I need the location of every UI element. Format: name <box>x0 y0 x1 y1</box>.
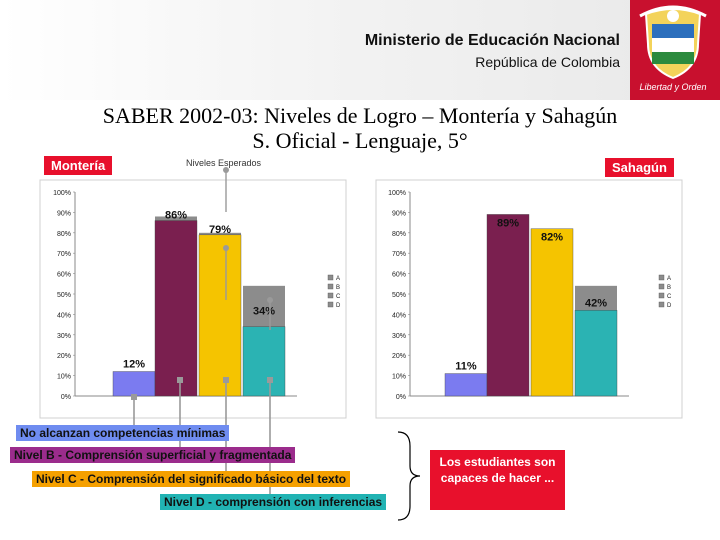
conclusion-box: Los estudiantes son capaces de hacer ... <box>430 450 565 510</box>
y-tick-sahagun: 30% <box>392 333 406 340</box>
legend-swatch-sahagun-A <box>658 274 665 281</box>
value-label-monteria-B: 86% <box>165 210 187 222</box>
legend-swatch-monteria-B <box>327 283 334 290</box>
legend-swatch-sahagun-D <box>658 301 665 308</box>
y-tick-sahagun: 50% <box>392 292 406 299</box>
y-tick-sahagun: 60% <box>392 272 406 279</box>
bar-sahagun-D <box>574 310 618 397</box>
page-title: SABER 2002-03: Niveles de Logro – Monter… <box>0 103 720 153</box>
y-tick-monteria: 100% <box>53 190 71 197</box>
level-label-d: Nivel D - comprensión con inferencias <box>160 494 387 510</box>
legend-swatch-sahagun-C <box>658 292 665 299</box>
legend-swatch-monteria-A <box>327 274 334 281</box>
bar-monteria-A <box>112 371 156 397</box>
y-tick-monteria: 60% <box>57 272 71 279</box>
value-label-sahagun-D: 42% <box>585 297 607 309</box>
expected-node-1 <box>223 245 229 251</box>
bar-sahagun-C <box>530 228 574 397</box>
y-tick-monteria: 90% <box>57 210 71 217</box>
y-tick-monteria: 20% <box>57 353 71 360</box>
city-label-right: Sahagún <box>605 158 674 177</box>
header-banner: Ministerio de Educación Nacional Repúbli… <box>0 0 720 100</box>
y-tick-monteria: 10% <box>57 374 71 381</box>
y-tick-sahagun: 40% <box>392 312 406 319</box>
title-line-2: S. Oficial - Lenguaje, 5° <box>252 128 468 153</box>
value-label-monteria-A: 12% <box>123 359 145 371</box>
seal-motto: Libertad y Orden <box>639 82 706 92</box>
y-tick-monteria: 40% <box>57 312 71 319</box>
value-label-sahagun-C: 82% <box>541 232 563 244</box>
y-tick-monteria: 80% <box>57 231 71 238</box>
y-tick-sahagun: 80% <box>392 231 406 238</box>
bar-sahagun-A <box>444 373 488 397</box>
value-label-sahagun-A: 11% <box>455 361 477 373</box>
legend-text-monteria-C: C <box>336 294 341 300</box>
expected-node-2 <box>267 297 273 303</box>
legend-swatch-monteria-C <box>327 292 334 299</box>
value-label-sahagun-B: 89% <box>497 217 519 229</box>
legend-text-sahagun-D: D <box>667 303 672 309</box>
y-tick-monteria: 50% <box>57 292 71 299</box>
legend-text-sahagun-C: C <box>667 294 672 300</box>
y-tick-sahagun: 0% <box>396 394 406 401</box>
y-tick-monteria: 70% <box>57 251 71 258</box>
ministry-title: Ministerio de Educación Nacional <box>364 32 620 49</box>
legend-swatch-sahagun-B <box>658 283 665 290</box>
y-tick-sahagun: 100% <box>388 190 406 197</box>
bar-monteria-C <box>198 234 242 397</box>
level-label-a: No alcanzan competencias mínimas <box>16 425 230 441</box>
y-tick-monteria: 30% <box>57 333 71 340</box>
legend-text-monteria-D: D <box>336 303 341 309</box>
republic-subtitle: República de Colombia <box>475 54 620 70</box>
colombia-seal-icon: Libertad y Orden <box>639 5 707 92</box>
legend-text-monteria-A: A <box>336 276 340 282</box>
value-label-monteria-D: 34% <box>253 306 275 318</box>
y-tick-sahagun: 70% <box>392 251 406 258</box>
level-label-c: Nivel C - Comprensión del significado bá… <box>32 471 351 487</box>
y-tick-monteria: 0% <box>61 394 71 401</box>
legend-text-sahagun-B: B <box>667 285 671 291</box>
bar-monteria-D <box>242 326 286 397</box>
bar-sahagun-B <box>486 214 530 397</box>
connector-node-3 <box>267 377 273 383</box>
city-label-left: Montería <box>44 156 113 175</box>
title-line-1: SABER 2002-03: Niveles de Logro – Monter… <box>102 103 618 128</box>
bar-monteria-B <box>154 220 198 397</box>
y-tick-sahagun: 20% <box>392 353 406 360</box>
connector-node-0 <box>131 394 137 400</box>
legend-text-sahagun-A: A <box>667 276 671 282</box>
connector-node-1 <box>177 377 183 383</box>
level-label-b: Nivel B - Comprensión superficial y frag… <box>10 447 296 463</box>
y-tick-sahagun: 10% <box>392 374 406 381</box>
connector-node-2 <box>223 377 229 383</box>
expected-connector <box>225 170 271 330</box>
legend-swatch-monteria-D <box>327 301 334 308</box>
expected-node-0 <box>223 167 229 173</box>
legend-text-monteria-B: B <box>336 285 340 291</box>
expected-levels-label: Niveles Esperados <box>186 158 262 168</box>
y-tick-sahagun: 90% <box>392 210 406 217</box>
value-label-monteria-C: 79% <box>209 224 231 236</box>
